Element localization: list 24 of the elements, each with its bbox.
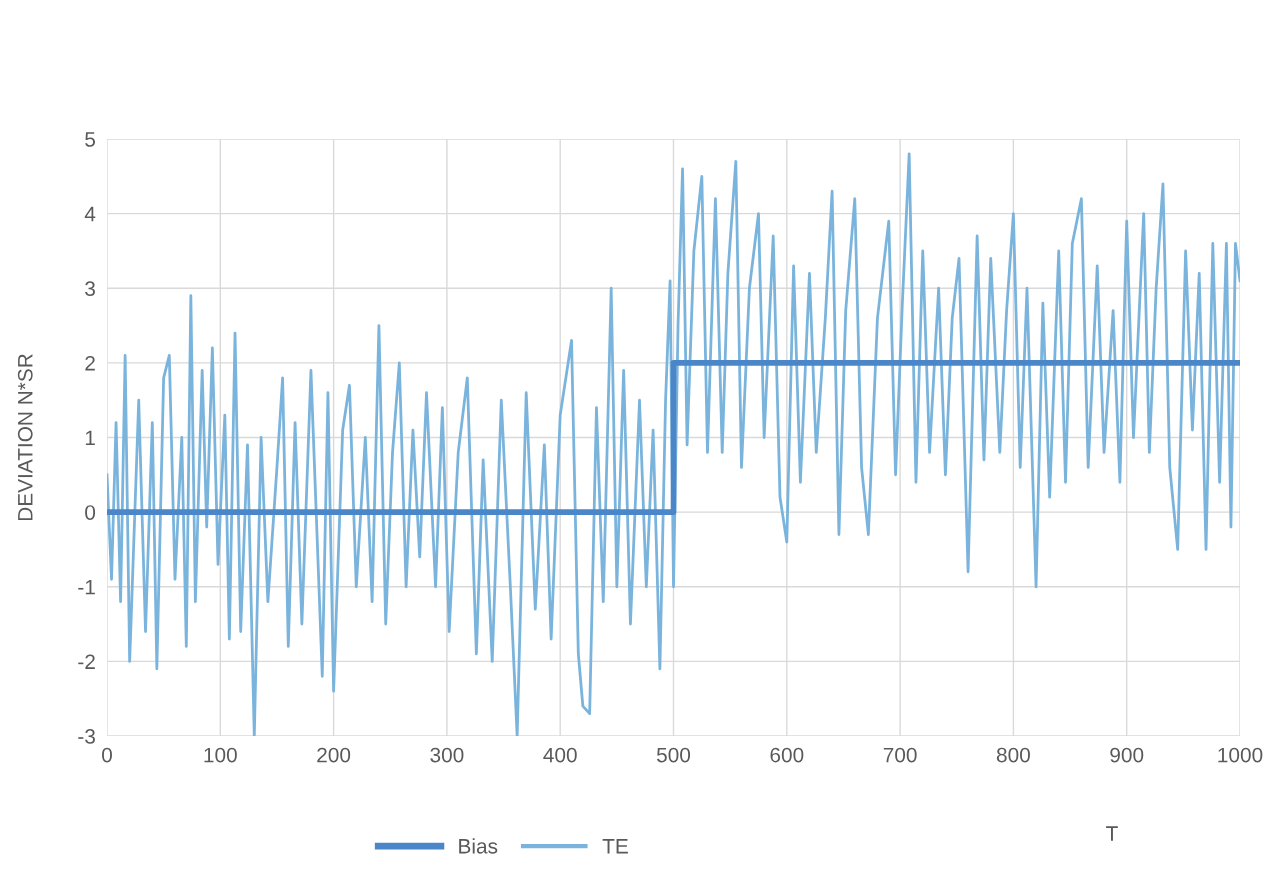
x-tick-label: 1000: [1218, 747, 1263, 763]
y-tick-label: -2: [78, 654, 95, 669]
y-axis-title: DEVIATION N*SR: [17, 354, 33, 521]
y-tick-label: 0: [85, 505, 96, 520]
x-tick-label: 200: [317, 747, 351, 763]
x-tick-label: 700: [883, 747, 917, 763]
legend-label: TE: [602, 839, 628, 854]
x-tick-label: 0: [102, 747, 112, 763]
y-tick-label: -3: [78, 729, 95, 744]
y-tick-label: -1: [78, 579, 95, 595]
x-tick-label: 400: [543, 747, 577, 763]
x-tick-label: 900: [1110, 747, 1144, 763]
x-tick-label: 800: [996, 747, 1030, 763]
x-tick-label: 600: [770, 747, 804, 763]
x-tick-label: 500: [656, 747, 691, 763]
y-tick-label: 5: [85, 132, 96, 147]
x-axis-title: T: [1106, 826, 1118, 841]
y-tick-label: 2: [85, 355, 95, 371]
y-tick-label: 1: [85, 430, 95, 446]
y-tick-label: 4: [84, 206, 96, 222]
y-tick-label: 3: [85, 281, 95, 296]
x-tick-label: 100: [204, 747, 237, 763]
x-tick-label: 300: [430, 747, 464, 763]
legend-label: Bias: [459, 838, 498, 854]
